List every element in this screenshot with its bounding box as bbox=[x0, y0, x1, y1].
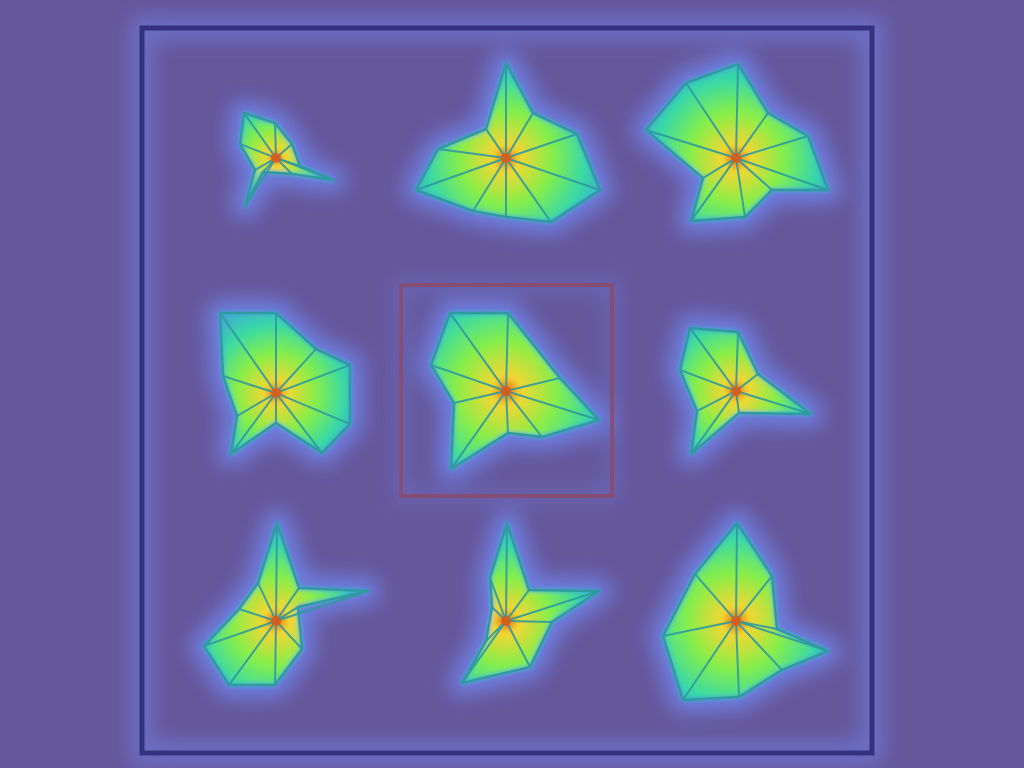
spiderweb-shape-1 bbox=[238, 111, 335, 208]
shape-3-spoke-4 bbox=[735, 157, 829, 191]
shape-1-spoke-2 bbox=[274, 122, 277, 159]
shape-center-3 bbox=[731, 153, 741, 163]
shape-5-spoke-8 bbox=[453, 390, 507, 404]
shape-center-9 bbox=[731, 616, 741, 626]
shape-6-spoke-4 bbox=[735, 390, 812, 415]
shape-5-spoke-2 bbox=[505, 312, 509, 392]
shape-5-spoke-4 bbox=[505, 390, 600, 421]
shape-5-spoke-3 bbox=[505, 377, 561, 392]
shape-5-spoke-6 bbox=[505, 390, 509, 434]
shape-outline-6 bbox=[678, 326, 813, 456]
shape-7-spoke-8 bbox=[203, 620, 277, 647]
shape-2-spoke-10 bbox=[485, 128, 507, 159]
shape-2-spoke-3 bbox=[505, 133, 578, 159]
shape-7-spoke-1 bbox=[275, 522, 278, 622]
shape-3-spoke-7 bbox=[690, 157, 737, 222]
shape-7-spoke-6 bbox=[274, 620, 277, 686]
spiderweb-shape-3 bbox=[644, 62, 830, 223]
shape-center-6 bbox=[731, 386, 741, 396]
shape-7-spoke-7 bbox=[228, 620, 277, 686]
shape-4-spoke-6 bbox=[275, 392, 323, 454]
selected-cell-frame[interactable] bbox=[399, 283, 614, 498]
shape-9-spoke-5 bbox=[735, 620, 783, 671]
spiderweb-shape-4 bbox=[218, 311, 352, 456]
shape-2-spoke-9 bbox=[437, 148, 507, 159]
shape-3-spoke-3 bbox=[735, 135, 809, 159]
spiderweb-shape-9 bbox=[661, 521, 830, 702]
shape-9-spoke-9 bbox=[694, 573, 737, 622]
shape-8-spoke-9 bbox=[489, 577, 507, 622]
spiderweb-shape-5[interactable] bbox=[429, 311, 601, 471]
shape-7-spoke-5 bbox=[275, 620, 303, 650]
shape-4-spoke-8 bbox=[230, 392, 277, 455]
shape-8-spoke-1 bbox=[505, 522, 508, 622]
shape-9-spoke-6 bbox=[735, 620, 740, 698]
shape-8-spoke-3 bbox=[505, 590, 600, 622]
shape-8-spoke-6 bbox=[461, 620, 507, 684]
shape-outline-7 bbox=[202, 521, 370, 687]
shape-6-spoke-6 bbox=[690, 390, 737, 455]
shape-9-spoke-2 bbox=[735, 575, 773, 622]
shape-1-spoke-1 bbox=[243, 112, 277, 159]
shape-6-spoke-8 bbox=[679, 369, 737, 392]
shape-center-5 bbox=[501, 386, 511, 396]
shape-outline-9 bbox=[661, 521, 830, 702]
shape-center-1 bbox=[271, 153, 281, 163]
shape-outline-4 bbox=[218, 311, 352, 456]
shape-4-spoke-3 bbox=[275, 348, 317, 394]
shape-2-spoke-4 bbox=[505, 157, 601, 191]
shape-outline-2 bbox=[414, 61, 602, 224]
shape-6-spoke-2 bbox=[735, 331, 739, 392]
shape-4-spoke-4 bbox=[275, 364, 351, 394]
shape-outline-8 bbox=[460, 521, 601, 685]
outer-frame bbox=[139, 25, 875, 756]
shape-7-spoke-10 bbox=[257, 582, 277, 622]
shape-2-spoke-7 bbox=[472, 157, 507, 212]
shape-center-2 bbox=[501, 153, 511, 163]
spiderweb-shape-7 bbox=[202, 521, 370, 687]
shape-8-spoke-2 bbox=[505, 589, 530, 622]
shape-outline-3 bbox=[644, 62, 830, 223]
shape-7-spoke-9 bbox=[238, 608, 277, 622]
shape-5-spoke-1 bbox=[449, 312, 507, 392]
shape-center-7 bbox=[271, 616, 281, 626]
shape-3-spoke-1 bbox=[735, 63, 739, 159]
shape-3-spoke-10 bbox=[685, 82, 737, 159]
shape-4-spoke-9 bbox=[236, 392, 277, 417]
shape-3-spoke-5 bbox=[735, 157, 773, 191]
shape-4-spoke-5 bbox=[275, 392, 351, 425]
shape-2-spoke-8 bbox=[415, 157, 507, 191]
shape-center-4 bbox=[271, 388, 281, 398]
shape-outline-5 bbox=[429, 311, 601, 471]
shape-layer bbox=[202, 61, 830, 702]
shape-1-spoke-10 bbox=[239, 143, 277, 159]
shape-3-spoke-8 bbox=[702, 157, 737, 179]
shape-5-spoke-5 bbox=[505, 390, 543, 438]
shape-2-spoke-5 bbox=[505, 157, 552, 223]
shape-5-spoke-7 bbox=[450, 390, 507, 470]
shape-center-8 bbox=[501, 616, 511, 626]
shape-9-spoke-1 bbox=[735, 522, 738, 622]
shape-outline-1 bbox=[238, 111, 335, 208]
shape-9-spoke-8 bbox=[662, 620, 737, 637]
shape-4-spoke-10 bbox=[222, 375, 277, 394]
shape-9-spoke-4 bbox=[735, 620, 829, 652]
shape-7-spoke-2 bbox=[275, 587, 300, 622]
shape-3-spoke-6 bbox=[735, 157, 746, 218]
shape-8-spoke-5 bbox=[505, 620, 531, 668]
shape-6-spoke-7 bbox=[696, 390, 737, 412]
spiderweb-shape-8 bbox=[460, 521, 601, 685]
shape-7-spoke-3 bbox=[275, 590, 369, 622]
shape-4-spoke-1 bbox=[219, 312, 277, 394]
shape-2-spoke-2 bbox=[505, 112, 534, 159]
shape-3-spoke-2 bbox=[735, 112, 769, 159]
spiderweb-shape-2 bbox=[414, 61, 602, 224]
shape-8-spoke-4 bbox=[505, 620, 553, 623]
spiderweb-shape-6 bbox=[678, 326, 813, 456]
shape-5-spoke-9 bbox=[430, 364, 507, 392]
shape-9-spoke-7 bbox=[682, 620, 737, 701]
shape-6-spoke-1 bbox=[689, 327, 737, 392]
shape-3-spoke-9 bbox=[645, 129, 737, 159]
